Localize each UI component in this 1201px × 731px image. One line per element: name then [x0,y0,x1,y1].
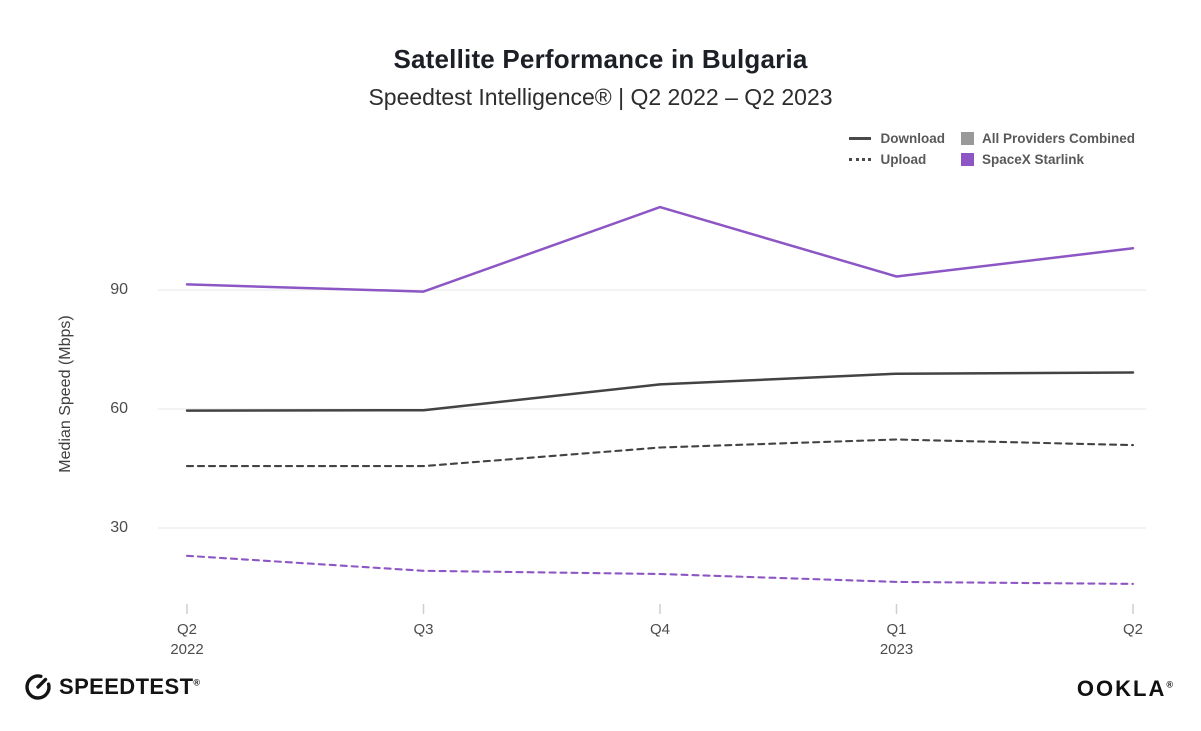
speedtest-logo: SPEEDTEST® [24,673,200,701]
legend-item-upload: Upload [849,151,945,168]
y-axis-title: Median Speed (Mbps) [57,315,74,473]
series-line-spacex-starlink-upload [185,554,1135,585]
speedtest-wordmark: SPEEDTEST® [59,674,201,699]
ookla-wordmark: OOKLA® [1076,676,1175,701]
legend-label-all-providers: All Providers Combined [981,131,1135,146]
x-tick-label-q4-2: Q4 [649,621,670,638]
upload-dotted-line-sample [849,158,872,161]
legend-label-upload: Upload [880,152,927,167]
series-line-all-providers-combined-download [185,371,1135,412]
ookla-trademark: ® [1166,679,1175,690]
speedtest-gauge-icon [25,674,51,700]
x-tick-label-q3-1: Q3 [413,621,434,638]
x-tick-label-q2-4: Q2 [1122,621,1143,638]
x-tick-year-2023: 2023 [879,641,914,658]
series-line-spacex-starlink-download [185,205,1135,293]
y-tick-60: 60 [110,400,128,417]
download-solid-line-sample [849,137,872,140]
legend-item-all-providers: All Providers Combined [960,130,1135,147]
y-tick-30: 30 [110,519,128,536]
y-tick-90: 90 [110,281,128,298]
legend-provider-column: All Providers Combined SpaceX Starlink [960,130,1135,168]
series-line-all-providers-combined-upload [185,438,1135,468]
legend-label-download: Download [880,131,945,146]
legend-metric-column: Download Upload [849,130,945,168]
chart-subtitle: Speedtest Intelligence® | Q2 2022 – Q2 2… [368,84,833,110]
chart-legend: Download Upload All Providers Combined S… [849,130,1135,168]
legend-label-starlink: SpaceX Starlink [981,152,1085,167]
all-providers-swatch [960,132,974,145]
ookla-logo: OOKLA® [1077,676,1175,702]
x-tick-label-q1-3: Q1 [886,621,907,638]
x-tick-label-q2-0: Q2 [176,621,197,638]
legend-item-download: Download [849,130,945,147]
legend-item-starlink: SpaceX Starlink [960,151,1135,168]
chart-title: Satellite Performance in Bulgaria [393,44,808,74]
speedtest-trademark: ® [193,677,201,688]
x-tick-year-2022: 2022 [170,641,204,658]
starlink-swatch [960,153,974,166]
